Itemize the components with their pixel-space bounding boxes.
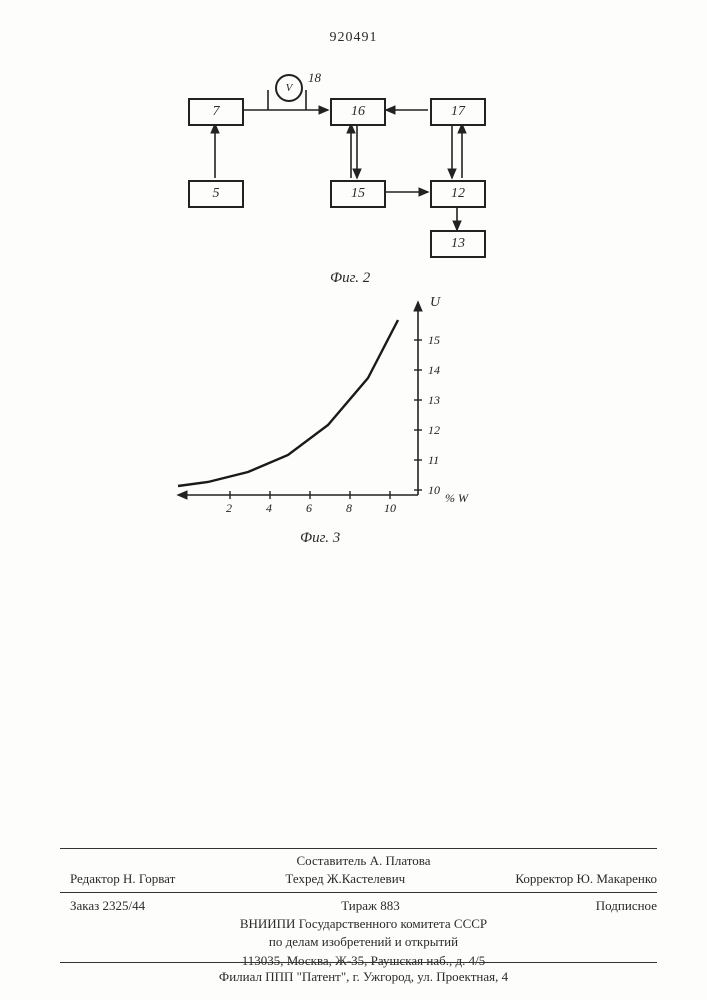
svg-text:10: 10 [384,501,396,515]
fig3-chart: U 15 14 13 12 11 10 2 4 6 8 10 % W [170,290,500,530]
credits-line-2: Заказ 2325/44 Тираж 883 Подписное ВНИИПИ… [70,897,657,970]
svg-text:15: 15 [428,333,440,347]
svg-text:2: 2 [226,501,232,515]
x-axis-unit: % W [445,491,469,505]
block-15-label: 15 [351,186,365,202]
block-17-label: 17 [451,104,465,120]
editor: Редактор Н. Горват [70,870,175,888]
corrector: Корректор Ю. Макаренко [515,870,657,888]
document-number: 920491 [0,30,707,46]
block-12: 12 [430,180,486,208]
branch-address: Филиал ППП "Патент", г. Ужгород, ул. Про… [70,968,657,986]
svg-text:10: 10 [428,483,440,497]
svg-text:13: 13 [428,393,440,407]
svg-text:8: 8 [346,501,352,515]
svg-text:11: 11 [428,453,439,467]
voltmeter-symbol: V [286,82,293,94]
credits-line-1: Составитель А. Платова Редактор Н. Горва… [70,852,657,888]
y-axis-label: U [430,295,441,310]
block-5-label: 5 [213,186,220,202]
techred: Техред Ж.Кастелевич [285,870,405,888]
block-16-label: 16 [351,104,365,120]
block-17: 17 [430,98,486,126]
fig3-caption: Фиг. 3 [300,530,340,547]
figure-3: U 15 14 13 12 11 10 2 4 6 8 10 % W [170,290,500,550]
institute: ВНИИПИ Государственного комитета СССР [70,915,657,933]
block-7: 7 [188,98,244,126]
compiler: Составитель А. Платова [70,852,657,870]
svg-text:6: 6 [306,501,312,515]
figure-2: V 18 7 16 17 5 15 12 13 [180,70,520,250]
print-run: Тираж 883 [341,897,400,915]
svg-text:4: 4 [266,501,272,515]
block-15: 15 [330,180,386,208]
svg-text:12: 12 [428,423,440,437]
subscription: Подписное [596,897,657,915]
voltmeter-icon: V [275,74,303,102]
block-16: 16 [330,98,386,126]
block-7-label: 7 [213,104,220,120]
block-5: 5 [188,180,244,208]
fig2-arrows [180,70,520,250]
block-12-label: 12 [451,186,465,202]
order-number: Заказ 2325/44 [70,897,145,915]
fig2-caption: Фиг. 2 [330,270,370,287]
voltmeter-label: 18 [308,70,321,86]
svg-text:14: 14 [428,363,440,377]
block-13-label: 13 [451,236,465,252]
department: по делам изобретений и открытий [70,933,657,951]
patent-page: 920491 [0,0,707,1000]
block-13: 13 [430,230,486,258]
